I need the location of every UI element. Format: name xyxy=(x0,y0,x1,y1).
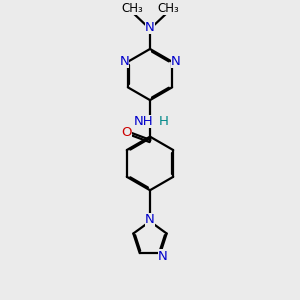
Text: N: N xyxy=(145,21,155,34)
Text: CH₃: CH₃ xyxy=(121,2,143,15)
Text: NH: NH xyxy=(134,115,153,128)
Text: O: O xyxy=(121,127,132,140)
Text: N: N xyxy=(171,55,181,68)
Text: CH₃: CH₃ xyxy=(157,2,179,15)
Text: N: N xyxy=(119,55,129,68)
Text: N: N xyxy=(145,213,155,226)
Text: N: N xyxy=(158,250,168,262)
Text: H: H xyxy=(158,115,168,128)
